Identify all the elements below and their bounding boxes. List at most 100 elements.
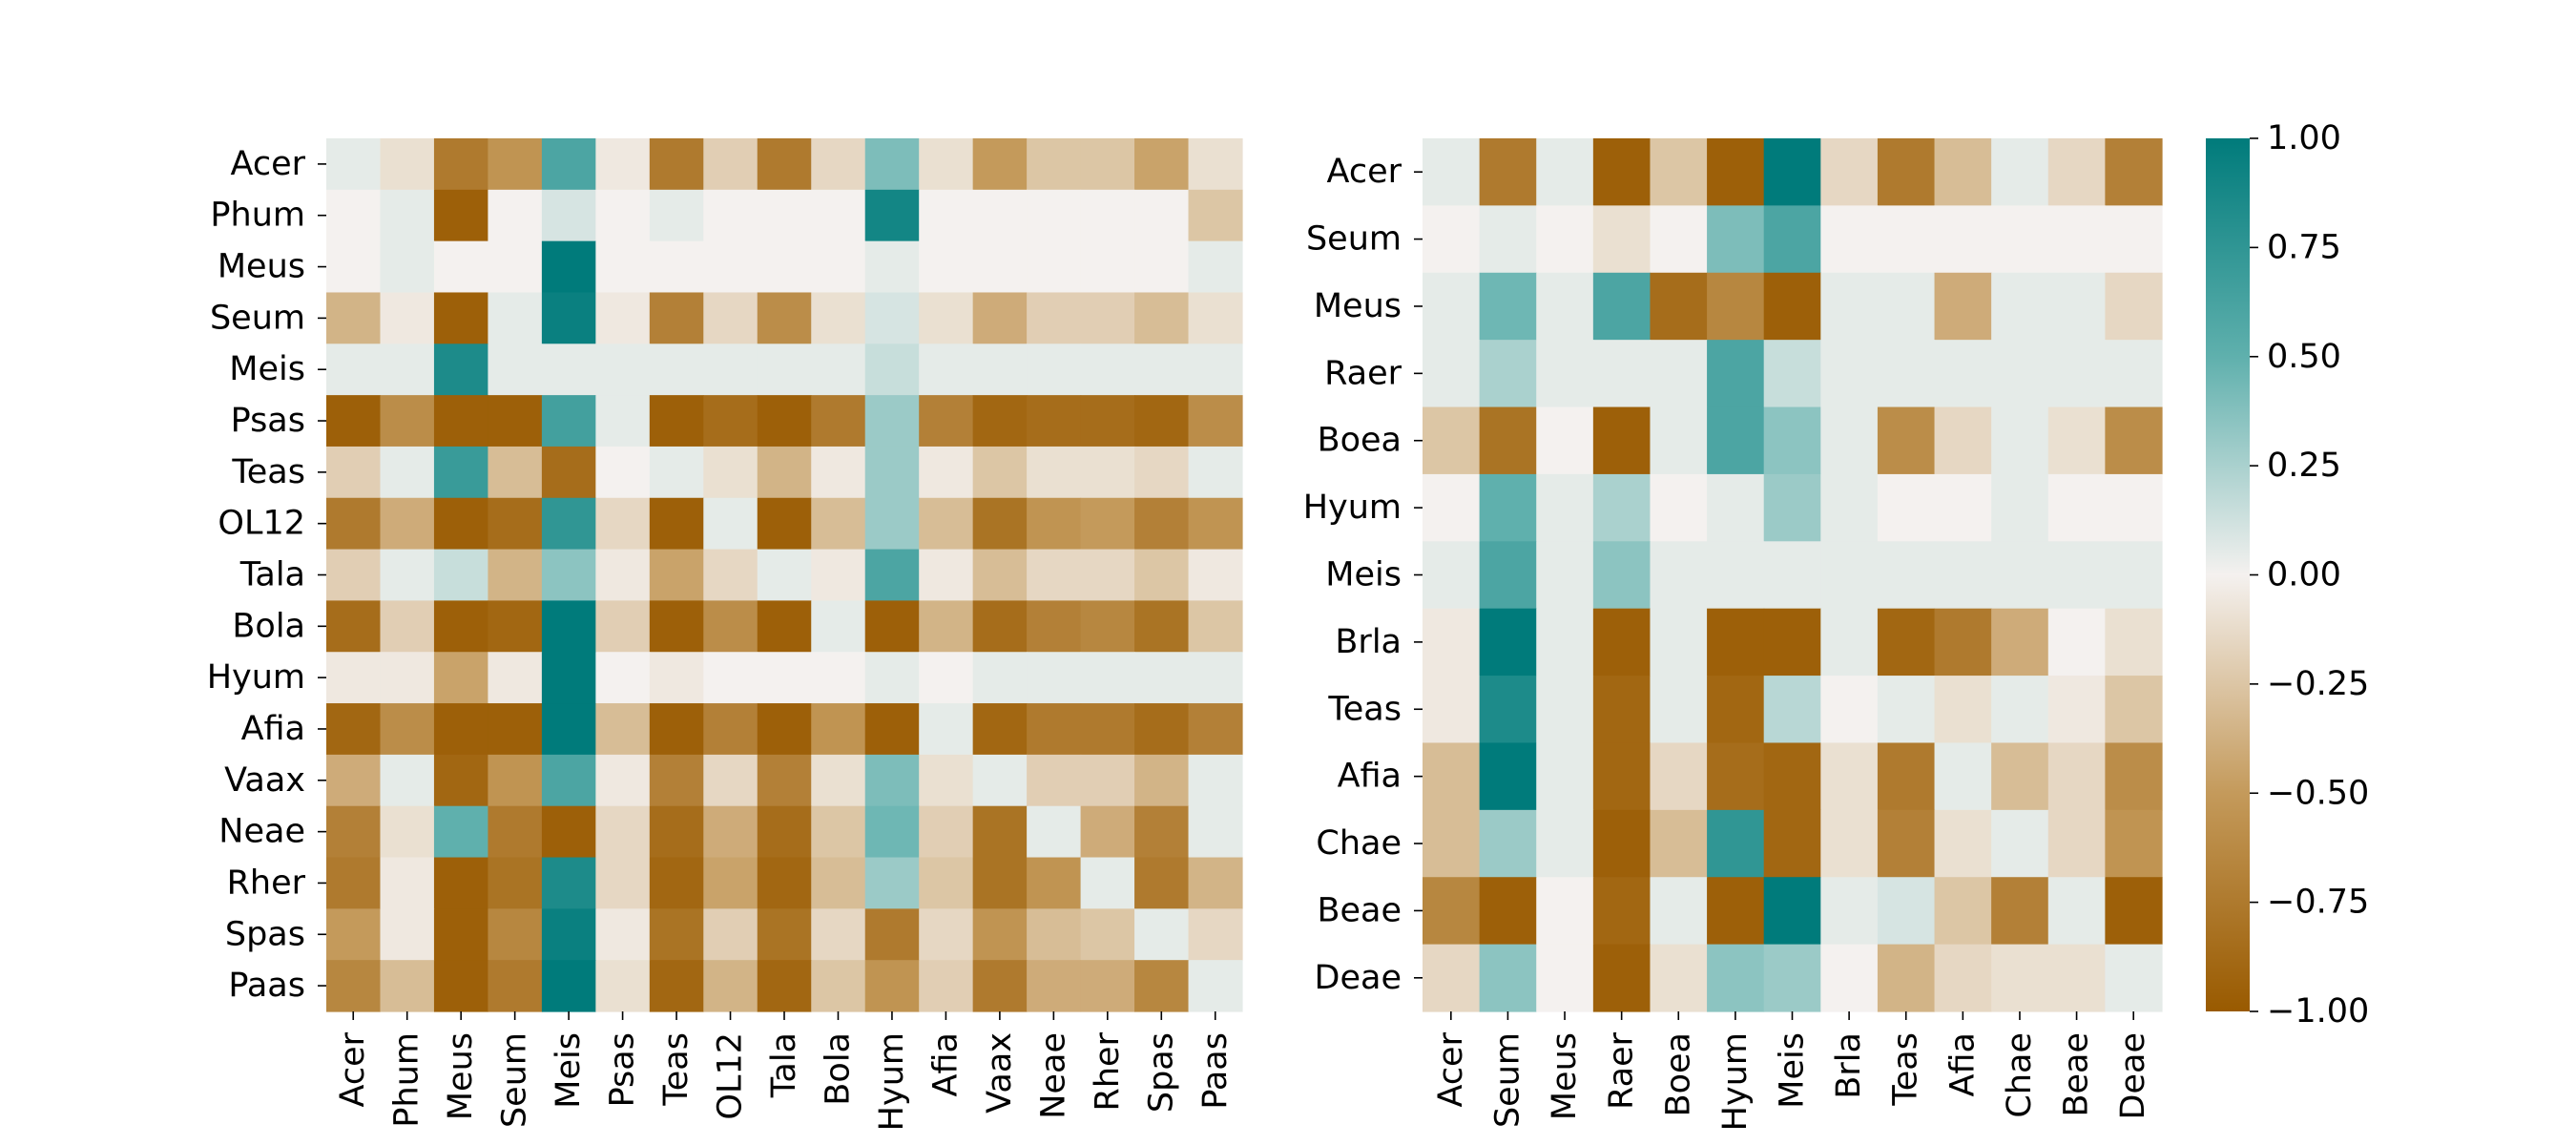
heatmap-cell (703, 395, 758, 448)
heatmap-cell (972, 549, 1028, 602)
heatmap-cell (488, 652, 543, 704)
heatmap-cell (811, 703, 866, 756)
heatmap-cell (1820, 340, 1879, 408)
y-tick-label: Bola (232, 607, 305, 645)
x-tick-label: Boea (1659, 1032, 1697, 1116)
heatmap-cell (1536, 138, 1594, 206)
heatmap-cell (919, 703, 974, 756)
heatmap-cell (1423, 541, 1481, 610)
heatmap-cell (380, 652, 435, 704)
heatmap-cell (595, 549, 651, 602)
heatmap-cell (1027, 189, 1082, 242)
heatmap-cell (488, 908, 543, 961)
heatmap-cell (541, 395, 596, 448)
heatmap-cell (326, 240, 382, 294)
heatmap-cell (1479, 541, 1537, 610)
heatmap-cell (1027, 446, 1082, 499)
heatmap-cell (1877, 138, 1936, 206)
heatmap-cell (1080, 344, 1135, 396)
colorbar-tick-label: 0.50 (2267, 338, 2341, 376)
heatmap-cell (488, 189, 543, 242)
heatmap-cell (757, 754, 812, 807)
heatmap-cell (811, 138, 866, 191)
heatmap-cell (1080, 908, 1135, 961)
heatmap-cell (757, 960, 812, 1012)
heatmap-cell (757, 446, 812, 499)
heatmap-cell (1820, 272, 1879, 341)
heatmap-cell (433, 446, 489, 499)
heatmap-cell (864, 240, 920, 294)
heatmap-cell (1934, 138, 1992, 206)
heatmap-cell (919, 497, 974, 551)
heatmap-cell (1027, 138, 1082, 191)
heatmap-cell (919, 549, 974, 602)
heatmap-cell (1536, 608, 1594, 677)
heatmap-cell (1991, 742, 2049, 811)
heatmap-cell (2105, 541, 2163, 610)
heatmap-cell (1479, 340, 1537, 408)
heatmap-cell (1188, 805, 1243, 859)
heatmap-cell (1027, 344, 1082, 396)
x-tick-label: Raer (1603, 1031, 1641, 1110)
heatmap-cell (1934, 608, 1992, 677)
x-tick-label: Seum (1488, 1032, 1527, 1128)
heatmap-cell (1479, 608, 1537, 677)
heatmap-cell (2047, 473, 2106, 542)
heatmap-cell (757, 138, 812, 191)
heatmap-cell (864, 600, 920, 653)
heatmap-cell (1991, 138, 2049, 206)
heatmap-cell (1536, 676, 1594, 744)
heatmap-cell (811, 960, 866, 1012)
heatmap-cell (1188, 600, 1243, 653)
y-tick-label: Seum (1306, 220, 1402, 259)
y-tick-label: Boea (1318, 422, 1402, 460)
heatmap-cell (1650, 742, 1708, 811)
heatmap-cell (541, 497, 596, 551)
x-tick-label: Chae (2001, 1032, 2039, 1118)
x-tick-label: Vaax (981, 1032, 1019, 1114)
heatmap-cell (1934, 877, 1992, 946)
heatmap-cell (2105, 809, 2163, 878)
heatmap-cell (757, 344, 812, 396)
heatmap-cell (1991, 406, 2049, 475)
heatmap-cell (1423, 473, 1481, 542)
heatmap-cell (757, 292, 812, 344)
heatmap-cell (1991, 541, 2049, 610)
heatmap-cell (1080, 240, 1135, 294)
heatmap-cell (649, 189, 704, 242)
heatmap-cell (2047, 205, 2106, 274)
x-tick-label: Afia (926, 1032, 965, 1096)
y-tick-label: Brla (1335, 623, 1402, 661)
y-tick-label: Neae (218, 813, 305, 851)
x-tick-label: Phum (388, 1032, 426, 1128)
heatmap-cell (326, 292, 382, 344)
heatmap-cell (1027, 395, 1082, 448)
heatmap-cell (541, 652, 596, 704)
y-tick-label: Beae (1317, 891, 1402, 929)
heatmap-cell (1027, 240, 1082, 294)
heatmap-cell (1763, 340, 1821, 408)
heatmap-cell (1134, 240, 1190, 294)
heatmap-cell (1650, 541, 1708, 610)
heatmap-cell (541, 703, 596, 756)
heatmap-cell (1027, 908, 1082, 961)
heatmap-cell (1650, 340, 1708, 408)
heatmap-cell (1188, 189, 1243, 242)
heatmap-cell (757, 549, 812, 602)
heatmap-cell (1820, 877, 1879, 946)
heatmap-cell (595, 857, 651, 909)
heatmap-cell (2047, 272, 2106, 341)
heatmap-cell (541, 805, 596, 859)
heatmap-cell (1080, 754, 1135, 807)
heatmap-cell (649, 754, 704, 807)
y-tick-label: Acer (231, 145, 306, 183)
x-tick-label: Teas (657, 1032, 696, 1107)
heatmap-cell (1134, 703, 1190, 756)
y-tick-label: Afia (241, 710, 305, 748)
heatmap-cell (1650, 809, 1708, 878)
heatmap-cell (1877, 541, 1936, 610)
heatmap-cell (919, 138, 974, 191)
x-tick-label: Acer (334, 1031, 372, 1107)
heatmap-cell (1991, 877, 2049, 946)
heatmap-cell (919, 652, 974, 704)
